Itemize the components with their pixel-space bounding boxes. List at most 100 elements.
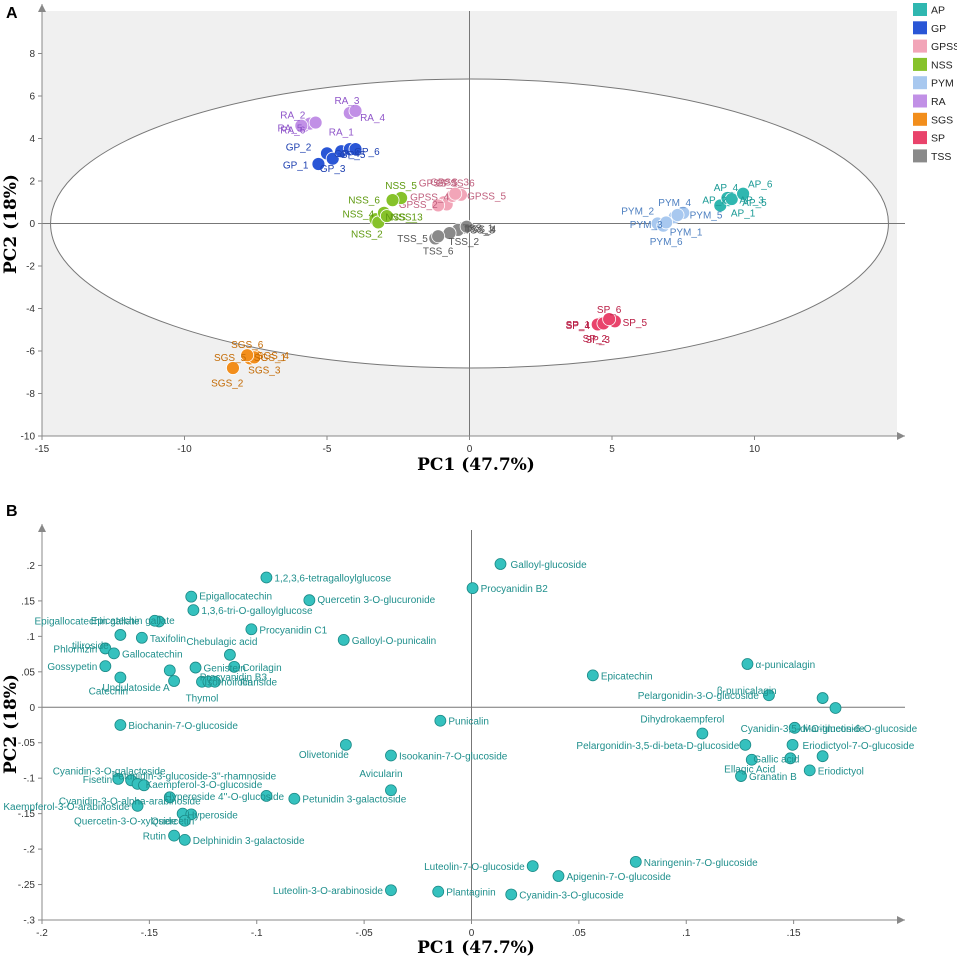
point-compound-0 bbox=[494, 558, 507, 570]
point-label-gp_2: GP_2 bbox=[286, 143, 312, 154]
point-label-compound-0: Galloyl-glucoside bbox=[510, 560, 587, 571]
point-label-compound-20: Undulatoside A bbox=[102, 683, 170, 694]
point-label-compound-55: Delphinidin 3-galactoside bbox=[193, 836, 305, 847]
point-sp_6 bbox=[602, 312, 617, 327]
x-axis-arrow-a bbox=[897, 432, 905, 440]
point-compound-17 bbox=[228, 660, 241, 673]
x-tick-label-a: -10 bbox=[177, 444, 192, 455]
y-tick-label-a: 4 bbox=[29, 134, 35, 145]
point-label-pym_3: PYM_3 bbox=[630, 220, 663, 231]
legend-label-sgs: SGS bbox=[931, 114, 953, 126]
x-axis-arrow-b bbox=[897, 916, 905, 924]
y-tick-label-a: 8 bbox=[29, 49, 35, 60]
point-tss_6 bbox=[431, 229, 446, 244]
legend-label-ra: RA bbox=[931, 96, 946, 108]
point-compound-10 bbox=[245, 623, 258, 636]
y-axis-arrow-b bbox=[38, 524, 46, 532]
point-compound-47 bbox=[131, 799, 144, 812]
point-label-sp_6: SP_6 bbox=[597, 305, 622, 316]
point-label-sgs_3: SGS_3 bbox=[248, 366, 281, 377]
point-compound-7 bbox=[148, 614, 161, 627]
point-label-tss_4: TSS_4 bbox=[466, 224, 497, 235]
point-compound-2 bbox=[260, 571, 273, 584]
point-compound-34 bbox=[816, 750, 829, 763]
point-compound-39 bbox=[735, 770, 747, 782]
y-tick-label-b: -.2 bbox=[23, 845, 35, 856]
y-tick-label-b: .2 bbox=[27, 561, 36, 572]
point-label-nss_1: NSS_1 bbox=[385, 213, 417, 224]
x-tick-label-b: 0 bbox=[469, 928, 475, 939]
point-label-compound-53: Quercetin-3-O-xyloside bbox=[74, 817, 177, 828]
point-label-compound-2: 1,2,3,6-tetragalloylglucose bbox=[274, 574, 391, 585]
point-compound-1 bbox=[466, 582, 479, 595]
point-compound-41 bbox=[385, 749, 397, 762]
point-compound-24 bbox=[114, 719, 127, 731]
legend-label-tss: TSS bbox=[931, 151, 951, 163]
point-label-compound-22: Isorhoifolin bbox=[204, 678, 252, 689]
legend-label-gp: GP bbox=[931, 23, 946, 35]
point-label-gpss_6: GPSS_6 bbox=[436, 179, 475, 190]
legend-swatch-pym bbox=[913, 76, 927, 90]
point-compound-60 bbox=[432, 885, 445, 898]
point-label-compound-48: Cyanidin-3-O-alpha-arabinoside bbox=[59, 796, 201, 807]
y-tick-label-a: -8 bbox=[26, 389, 35, 400]
point-compound-11 bbox=[337, 634, 350, 646]
point-compound-55 bbox=[178, 833, 191, 846]
point-label-compound-27: Pelargonidin-3-O-glucoside bbox=[638, 691, 760, 702]
point-label-pym_2: PYM_2 bbox=[621, 206, 654, 217]
point-label-gpss_2: GPSS_2 bbox=[399, 200, 438, 211]
panel-a-legend: AP GP GPSS NSS PYM RA SGS SP TSS bbox=[913, 3, 957, 163]
legend-label-sp: SP bbox=[931, 133, 945, 145]
point-label-compound-44: Kaempferol-3-O-glucoside bbox=[146, 780, 263, 791]
point-label-compound-50: Petunidin 3-galactoside bbox=[302, 795, 406, 806]
point-label-compound-60: Plantaginin bbox=[446, 888, 495, 899]
legend-swatch-nss bbox=[913, 57, 927, 71]
point-label-compound-1: Procyanidin B2 bbox=[481, 584, 549, 595]
point-label-compound-45: Petunidin-3-glucoside-3''-rhamnoside bbox=[112, 771, 277, 782]
point-label-gp_1: GP_1 bbox=[283, 161, 309, 172]
point-compound-8 bbox=[114, 629, 127, 641]
point-compound-59 bbox=[385, 884, 397, 897]
y-tick-label-b: -.05 bbox=[18, 738, 36, 749]
y-tick-label-a: -6 bbox=[26, 347, 35, 358]
point-label-sgs_4: SGS_4 bbox=[257, 351, 290, 362]
point-label-ap_4: AP_4 bbox=[714, 183, 739, 194]
point-label-compound-12: Phlorhizin bbox=[53, 644, 97, 655]
y-tick-label-b: .05 bbox=[21, 667, 35, 678]
point-label-sgs_6: SGS_6 bbox=[231, 340, 264, 351]
point-compound-15 bbox=[99, 660, 112, 673]
group-gp: GP_1 GP_2 GP_3 GP_4GP_5GP_6 bbox=[283, 142, 380, 175]
x-axis-title-a: PC1 (47.7%) bbox=[417, 455, 535, 475]
y-tick-label-a: -10 bbox=[21, 432, 36, 443]
panel-b-letter: B bbox=[6, 503, 18, 520]
y-tick-label-b: -.1 bbox=[23, 774, 35, 785]
point-label-sp_5: SP_5 bbox=[623, 318, 648, 329]
legend-label-pym: PYM bbox=[931, 78, 954, 90]
legend-swatch-sp bbox=[913, 131, 927, 145]
point-compound-31 bbox=[696, 727, 709, 740]
point-label-ap_5: AP_5 bbox=[742, 198, 767, 209]
point-compound-48 bbox=[163, 791, 176, 804]
point-ap_5 bbox=[724, 192, 739, 206]
point-label-compound-16: Genistein bbox=[204, 664, 246, 675]
point-label-compound-46: Avicularin bbox=[359, 769, 402, 780]
point-label-compound-15: Gossypetin bbox=[47, 662, 97, 673]
point-compound-37 bbox=[745, 753, 758, 766]
point-compound-33 bbox=[739, 738, 752, 751]
point-label-gp_4: GP_4 bbox=[334, 149, 360, 160]
point-label-compound-23: Icariside bbox=[240, 678, 278, 689]
y-axis-title-a: PC2 (18%) bbox=[1, 174, 21, 274]
point-compound-40 bbox=[339, 738, 352, 751]
point-label-compound-59: Luteolin-3-O-arabinoside bbox=[273, 886, 384, 897]
point-pym_5 bbox=[670, 208, 685, 222]
point-compound-16 bbox=[189, 661, 202, 674]
point-label-sgs_1: SGS_1 bbox=[254, 353, 287, 364]
point-label-ap_2: AP_2 bbox=[702, 196, 727, 207]
x-tick-label-b: .1 bbox=[682, 928, 691, 939]
point-gpss_6 bbox=[448, 186, 463, 201]
point-compound-28 bbox=[816, 692, 829, 704]
legend-label-ap: AP bbox=[931, 5, 945, 17]
x-tick-label-a: -15 bbox=[35, 444, 50, 455]
point-label-compound-54: Rutin bbox=[143, 832, 166, 843]
